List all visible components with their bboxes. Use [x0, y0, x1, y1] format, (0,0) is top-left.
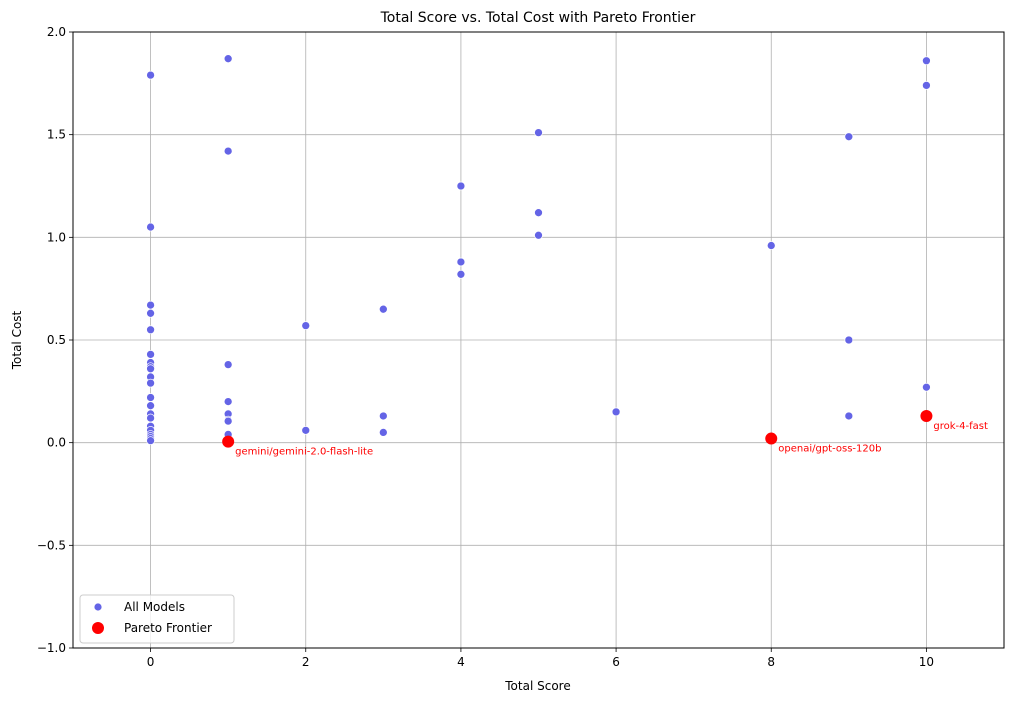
- data-point-all-models: [146, 413, 155, 423]
- y-tick-label: 0.5: [47, 333, 66, 347]
- data-point-all-models: [922, 56, 931, 66]
- data-point-all-models: [534, 128, 543, 137]
- all-models-points: [146, 54, 931, 445]
- data-point-pareto: [765, 432, 778, 445]
- data-point-all-models: [146, 70, 155, 80]
- data-point-all-models: [223, 54, 233, 64]
- data-point-pareto: [920, 409, 933, 422]
- legend-label-pareto: Pareto Frontier: [124, 621, 212, 635]
- data-point-all-models: [844, 132, 854, 142]
- data-point-all-models: [922, 382, 931, 392]
- y-axis-ticks: −1.0 −0.5 0.0 0.5 1.0 1.5 2.0: [37, 25, 73, 655]
- pareto-annotations: gemini/gemini-2.0-flash-lite openai/gpt-o…: [235, 421, 988, 458]
- data-point-all-models: [766, 241, 776, 250]
- data-point-all-models: [146, 436, 155, 445]
- data-point-all-models: [146, 222, 155, 232]
- chart-title: Total Score vs. Total Cost with Pareto F…: [380, 10, 696, 26]
- legend-marker-pareto: [92, 622, 104, 634]
- data-point-all-models: [146, 325, 155, 335]
- pareto-point-label: gemini/gemini-2.0-flash-lite: [235, 447, 373, 458]
- data-point-all-models: [378, 304, 388, 314]
- y-tick-label: 2.0: [47, 25, 66, 39]
- data-point-all-models: [223, 146, 233, 156]
- data-point-all-models: [534, 208, 543, 218]
- data-point-all-models: [301, 425, 311, 435]
- data-point-all-models: [844, 335, 854, 345]
- legend: All Models Pareto Frontier: [79, 594, 235, 644]
- pareto-points: [222, 409, 933, 448]
- x-tick-label: 4: [457, 655, 465, 669]
- data-point-all-models: [456, 269, 466, 279]
- x-tick-label: 10: [919, 655, 934, 669]
- data-point-all-models: [456, 257, 466, 267]
- x-tick-label: 2: [302, 655, 310, 669]
- data-point-all-models: [223, 397, 233, 406]
- data-point-all-models: [611, 407, 621, 417]
- y-tick-label: −1.0: [37, 641, 66, 655]
- data-point-all-models: [922, 81, 931, 90]
- x-tick-label: 6: [612, 655, 620, 669]
- data-point-all-models: [223, 360, 233, 369]
- legend-marker-all-models: [93, 602, 103, 612]
- data-point-all-models: [223, 416, 233, 426]
- data-point-all-models: [456, 181, 466, 191]
- x-axis-label: Total Score: [504, 679, 570, 693]
- y-tick-label: 1.0: [47, 230, 66, 244]
- data-point-all-models: [301, 321, 311, 330]
- legend-label-all-models: All Models: [124, 600, 185, 614]
- data-point-all-models: [378, 411, 388, 421]
- x-tick-label: 8: [767, 655, 775, 669]
- data-point-all-models: [146, 350, 155, 359]
- data-point-all-models: [146, 300, 155, 310]
- legend-box: [79, 594, 235, 644]
- data-point-all-models: [146, 393, 155, 402]
- data-point-pareto: [222, 435, 235, 448]
- data-point-all-models: [146, 308, 155, 318]
- data-point-all-models: [146, 401, 155, 411]
- y-tick-label: 0.0: [47, 436, 66, 450]
- data-point-all-models: [146, 378, 155, 388]
- x-tick-label: 0: [147, 655, 155, 669]
- y-tick-label: −0.5: [37, 538, 66, 552]
- y-axis-label: Total Cost: [10, 310, 24, 370]
- data-point-all-models: [534, 230, 543, 240]
- data-point-all-models: [844, 411, 854, 421]
- y-tick-label: 1.5: [47, 128, 66, 142]
- grid-lines: [73, 31, 1004, 649]
- data-point-all-models: [378, 428, 388, 437]
- x-axis-ticks: 0 2 4 6 8 10: [147, 648, 934, 669]
- pareto-point-label: grok-4-fast: [933, 421, 988, 432]
- pareto-point-label: openai/gpt-oss-120b: [778, 444, 881, 455]
- data-point-all-models: [146, 364, 155, 374]
